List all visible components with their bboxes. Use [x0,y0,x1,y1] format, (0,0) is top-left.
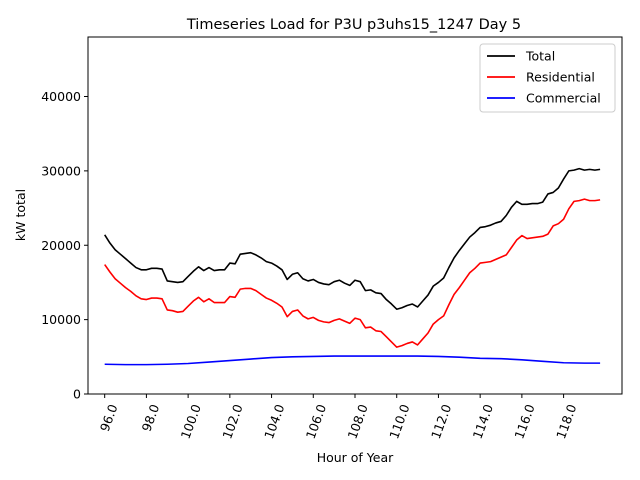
legend: Total Residential Commercial [479,43,616,113]
y-tick-label: 20000 [41,238,81,253]
x-axis-label: Hour of Year [317,450,394,465]
x-tick-label: 98.0 [139,402,163,433]
x-tick-label: 114.0 [470,402,496,441]
legend-label-residential: Residential [526,70,595,85]
x-tick-label: 118.0 [553,402,579,441]
x-tick-label: 104.0 [261,402,287,441]
y-axis: 0 10000 20000 30000 40000 [41,89,88,402]
x-tick-label: 96.0 [97,402,121,433]
legend-label-total: Total [525,49,555,64]
x-axis: 96.0 98.0 100.0 102.0 104.0 106.0 108.0 110.0 11… [97,394,579,441]
series-line-residential [104,198,601,348]
series-line-total [104,167,601,311]
legend-label-commercial: Commercial [526,91,601,106]
x-tick-label: 102.0 [219,402,245,441]
series-line-commercial [104,355,601,366]
x-tick-label: 116.0 [511,402,537,441]
chart-title: Timeseries Load for P3U p3uhs15_1247 Day… [186,17,521,33]
x-tick-label: 100.0 [178,402,204,441]
y-axis-label: kW total [13,189,28,241]
y-tick-label: 0 [73,387,81,402]
x-tick-label: 110.0 [386,402,412,441]
y-tick-label: 30000 [41,163,81,178]
series-lines [104,167,601,366]
legend-box [479,43,616,113]
x-tick-label: 108.0 [344,402,370,441]
y-tick-label: 40000 [41,89,81,104]
y-tick-label: 10000 [41,312,81,327]
x-tick-label: 112.0 [428,402,454,441]
x-tick-label: 106.0 [303,402,329,441]
